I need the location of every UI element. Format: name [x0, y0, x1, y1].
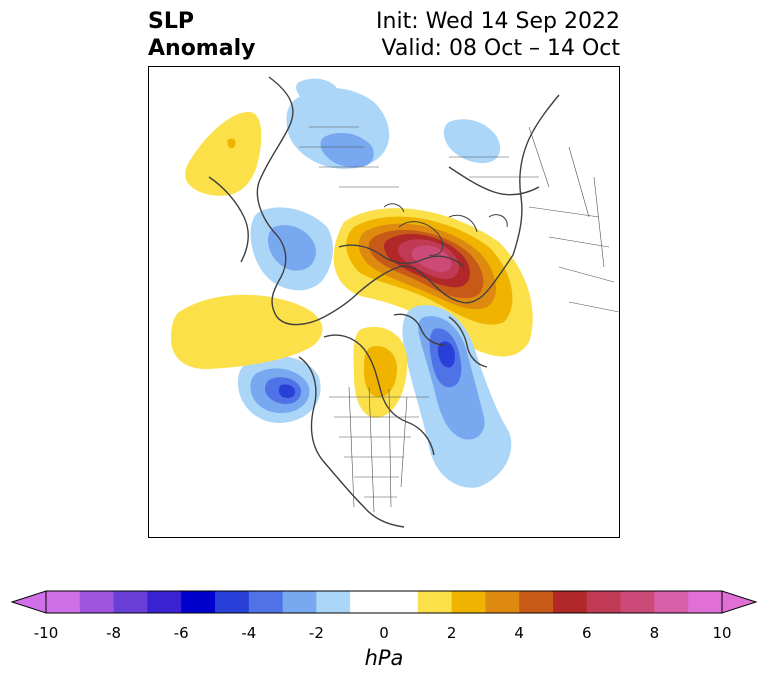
colorbar-segment — [586, 591, 621, 613]
map-title: SLP Anomaly — [148, 8, 255, 62]
colorbar-units: hPa — [364, 646, 404, 670]
colorbar-tick-label: 8 — [649, 624, 660, 642]
colorbar-segment — [181, 591, 216, 613]
colorbar-tick-label: 10 — [712, 624, 732, 642]
map-canvas — [171, 76, 619, 528]
title-line-1: SLP — [148, 9, 194, 34]
canada-high-contours — [353, 326, 408, 418]
colorbar-max-arrow — [721, 590, 758, 614]
forecast-dates: Init: Wed 14 Sep 2022 Valid: 08 Oct – 14… — [376, 8, 620, 62]
siberia-low-contours — [286, 78, 501, 169]
colorbar-tick-label: 6 — [582, 624, 592, 642]
colorbar-segment — [248, 591, 283, 613]
colorbar-segment — [519, 591, 554, 613]
colorbar-segment — [79, 591, 114, 613]
colorbar-tick-label: 0 — [379, 624, 389, 642]
colorbar-segment — [688, 591, 723, 613]
colorbar-segment — [46, 591, 81, 613]
colorbar-tick-label: 2 — [446, 624, 457, 642]
coastlines — [208, 76, 560, 528]
colorbar-segment — [384, 591, 419, 613]
colorbar-segment — [113, 591, 148, 613]
colorbar-segment — [654, 591, 689, 613]
colorbar-tick-label: -4 — [241, 624, 257, 642]
colorbar-segment — [417, 591, 452, 613]
colorbar-segment — [215, 591, 250, 613]
colorbar-tick-label: -2 — [308, 624, 324, 642]
colorbar-tick-label: -8 — [106, 624, 122, 642]
colorbar-segment — [147, 591, 182, 613]
colorbar-segment — [553, 591, 588, 613]
anomaly-shading — [171, 78, 533, 488]
title-line-2: Anomaly — [148, 36, 256, 61]
colorbar-min-arrow — [10, 590, 47, 614]
init-date: Init: Wed 14 Sep 2022 — [376, 9, 620, 34]
colorbar-tick-label: -6 — [173, 624, 189, 642]
arctic-islands — [383, 203, 508, 256]
pacific-high-contours — [171, 294, 323, 370]
colorbar-segment — [620, 591, 655, 613]
colorbar-segments — [46, 591, 723, 613]
colorbar-segment — [350, 591, 385, 613]
colorbar-segment — [485, 591, 520, 613]
valid-period: Valid: 08 Oct – 14 Oct — [381, 36, 620, 61]
east-asia-high-contours — [185, 112, 262, 196]
colorbar-segment — [451, 591, 486, 613]
colorbar-tick-label: -10 — [33, 624, 59, 642]
arctic-high-contours — [333, 208, 533, 357]
anomaly-map — [148, 66, 620, 538]
political-borders — [299, 126, 619, 513]
colorbar-segment — [316, 591, 351, 613]
colorbar-tick-label: 4 — [514, 624, 524, 642]
colorbar — [10, 590, 758, 614]
colorbar-outline — [45, 590, 723, 614]
colorbar-segment — [282, 591, 317, 613]
